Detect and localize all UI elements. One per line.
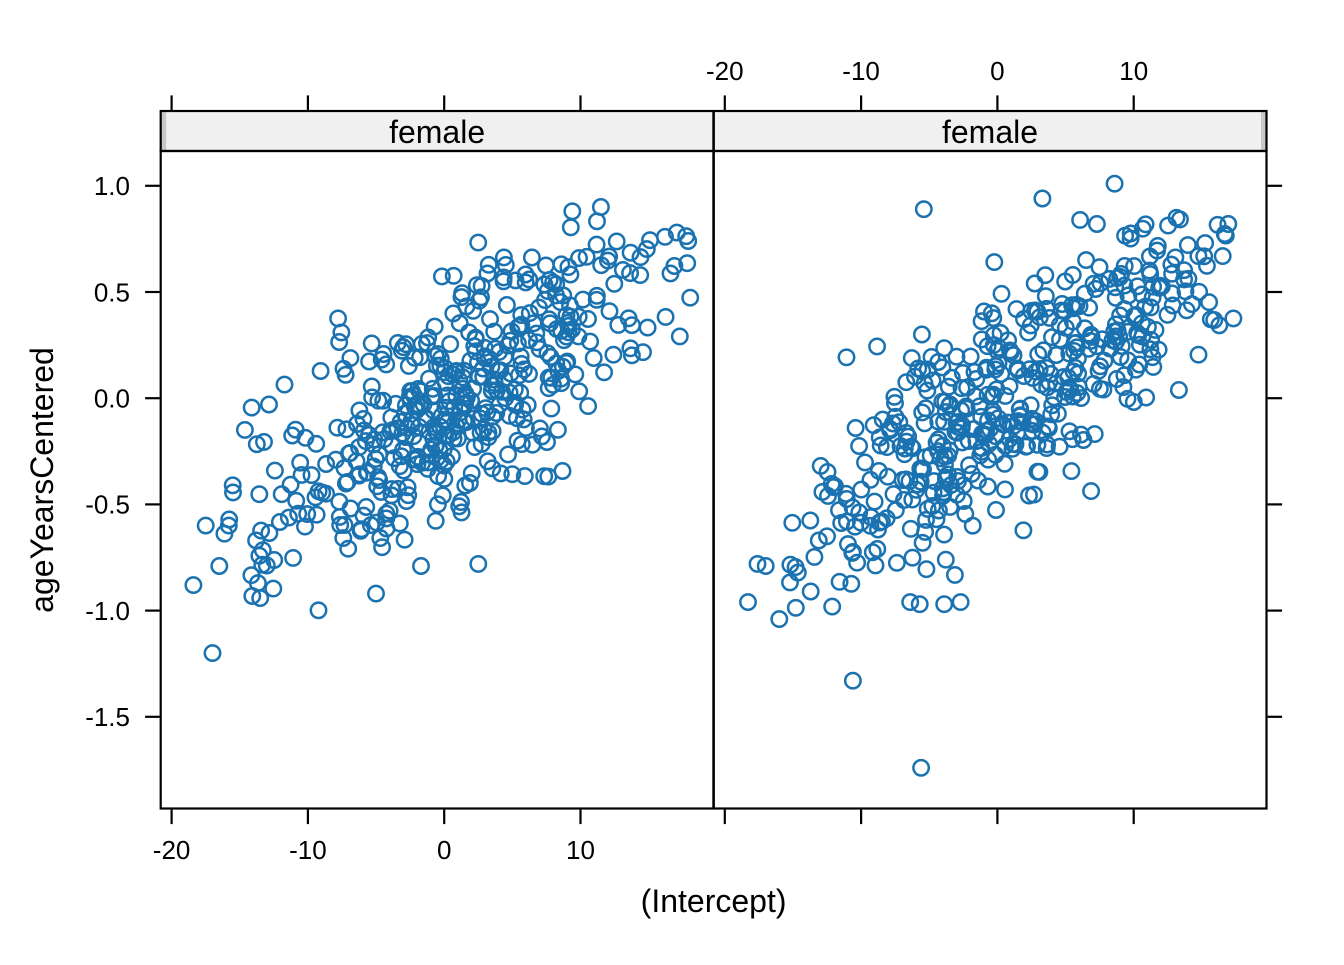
svg-text:0: 0 — [437, 835, 451, 865]
svg-text:-0.5: -0.5 — [85, 490, 130, 520]
svg-text:-10: -10 — [842, 56, 880, 86]
svg-text:0: 0 — [990, 56, 1004, 86]
svg-text:0.0: 0.0 — [94, 384, 130, 414]
svg-text:10: 10 — [1119, 56, 1148, 86]
svg-text:female: female — [389, 114, 485, 150]
svg-text:-10: -10 — [289, 835, 327, 865]
svg-text:(Intercept): (Intercept) — [641, 883, 787, 919]
svg-text:-1.0: -1.0 — [85, 596, 130, 626]
svg-text:ageYearsCentered: ageYearsCentered — [24, 347, 60, 613]
svg-text:1.0: 1.0 — [94, 171, 130, 201]
svg-text:-1.5: -1.5 — [85, 702, 130, 732]
svg-text:-20: -20 — [706, 56, 744, 86]
svg-text:0.5: 0.5 — [94, 277, 130, 307]
svg-text:10: 10 — [566, 835, 595, 865]
svg-text:-20: -20 — [153, 835, 191, 865]
svg-text:female: female — [942, 114, 1038, 150]
